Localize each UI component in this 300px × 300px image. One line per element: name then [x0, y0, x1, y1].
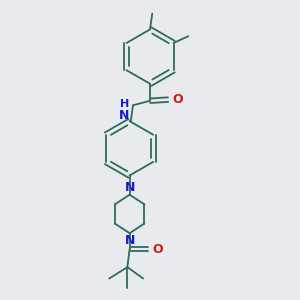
Text: N: N	[119, 109, 130, 122]
Text: O: O	[152, 243, 163, 256]
Text: N: N	[124, 234, 135, 247]
Text: O: O	[172, 93, 183, 106]
Text: H: H	[120, 99, 130, 109]
Text: N: N	[124, 181, 135, 194]
